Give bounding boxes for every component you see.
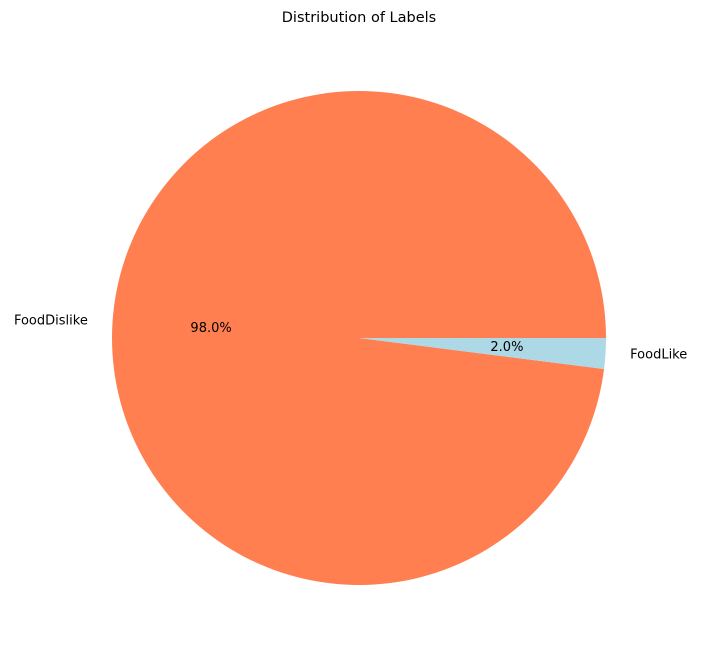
pie-slice-fooddislike	[112, 90, 607, 585]
chart-title: Distribution of Labels	[282, 10, 436, 26]
pie-slices	[112, 90, 607, 585]
pct-label-fooddislike: 98.0%	[190, 321, 231, 336]
slice-label-fooddislike: FoodDislike	[14, 313, 88, 328]
pie-labels: FoodDislike 98.0% FoodLike 2.0%	[14, 313, 687, 362]
pct-label-foodlike: 2.0%	[490, 340, 523, 355]
pie-slice-foodlike	[359, 338, 606, 369]
slice-label-foodlike: FoodLike	[630, 348, 687, 363]
